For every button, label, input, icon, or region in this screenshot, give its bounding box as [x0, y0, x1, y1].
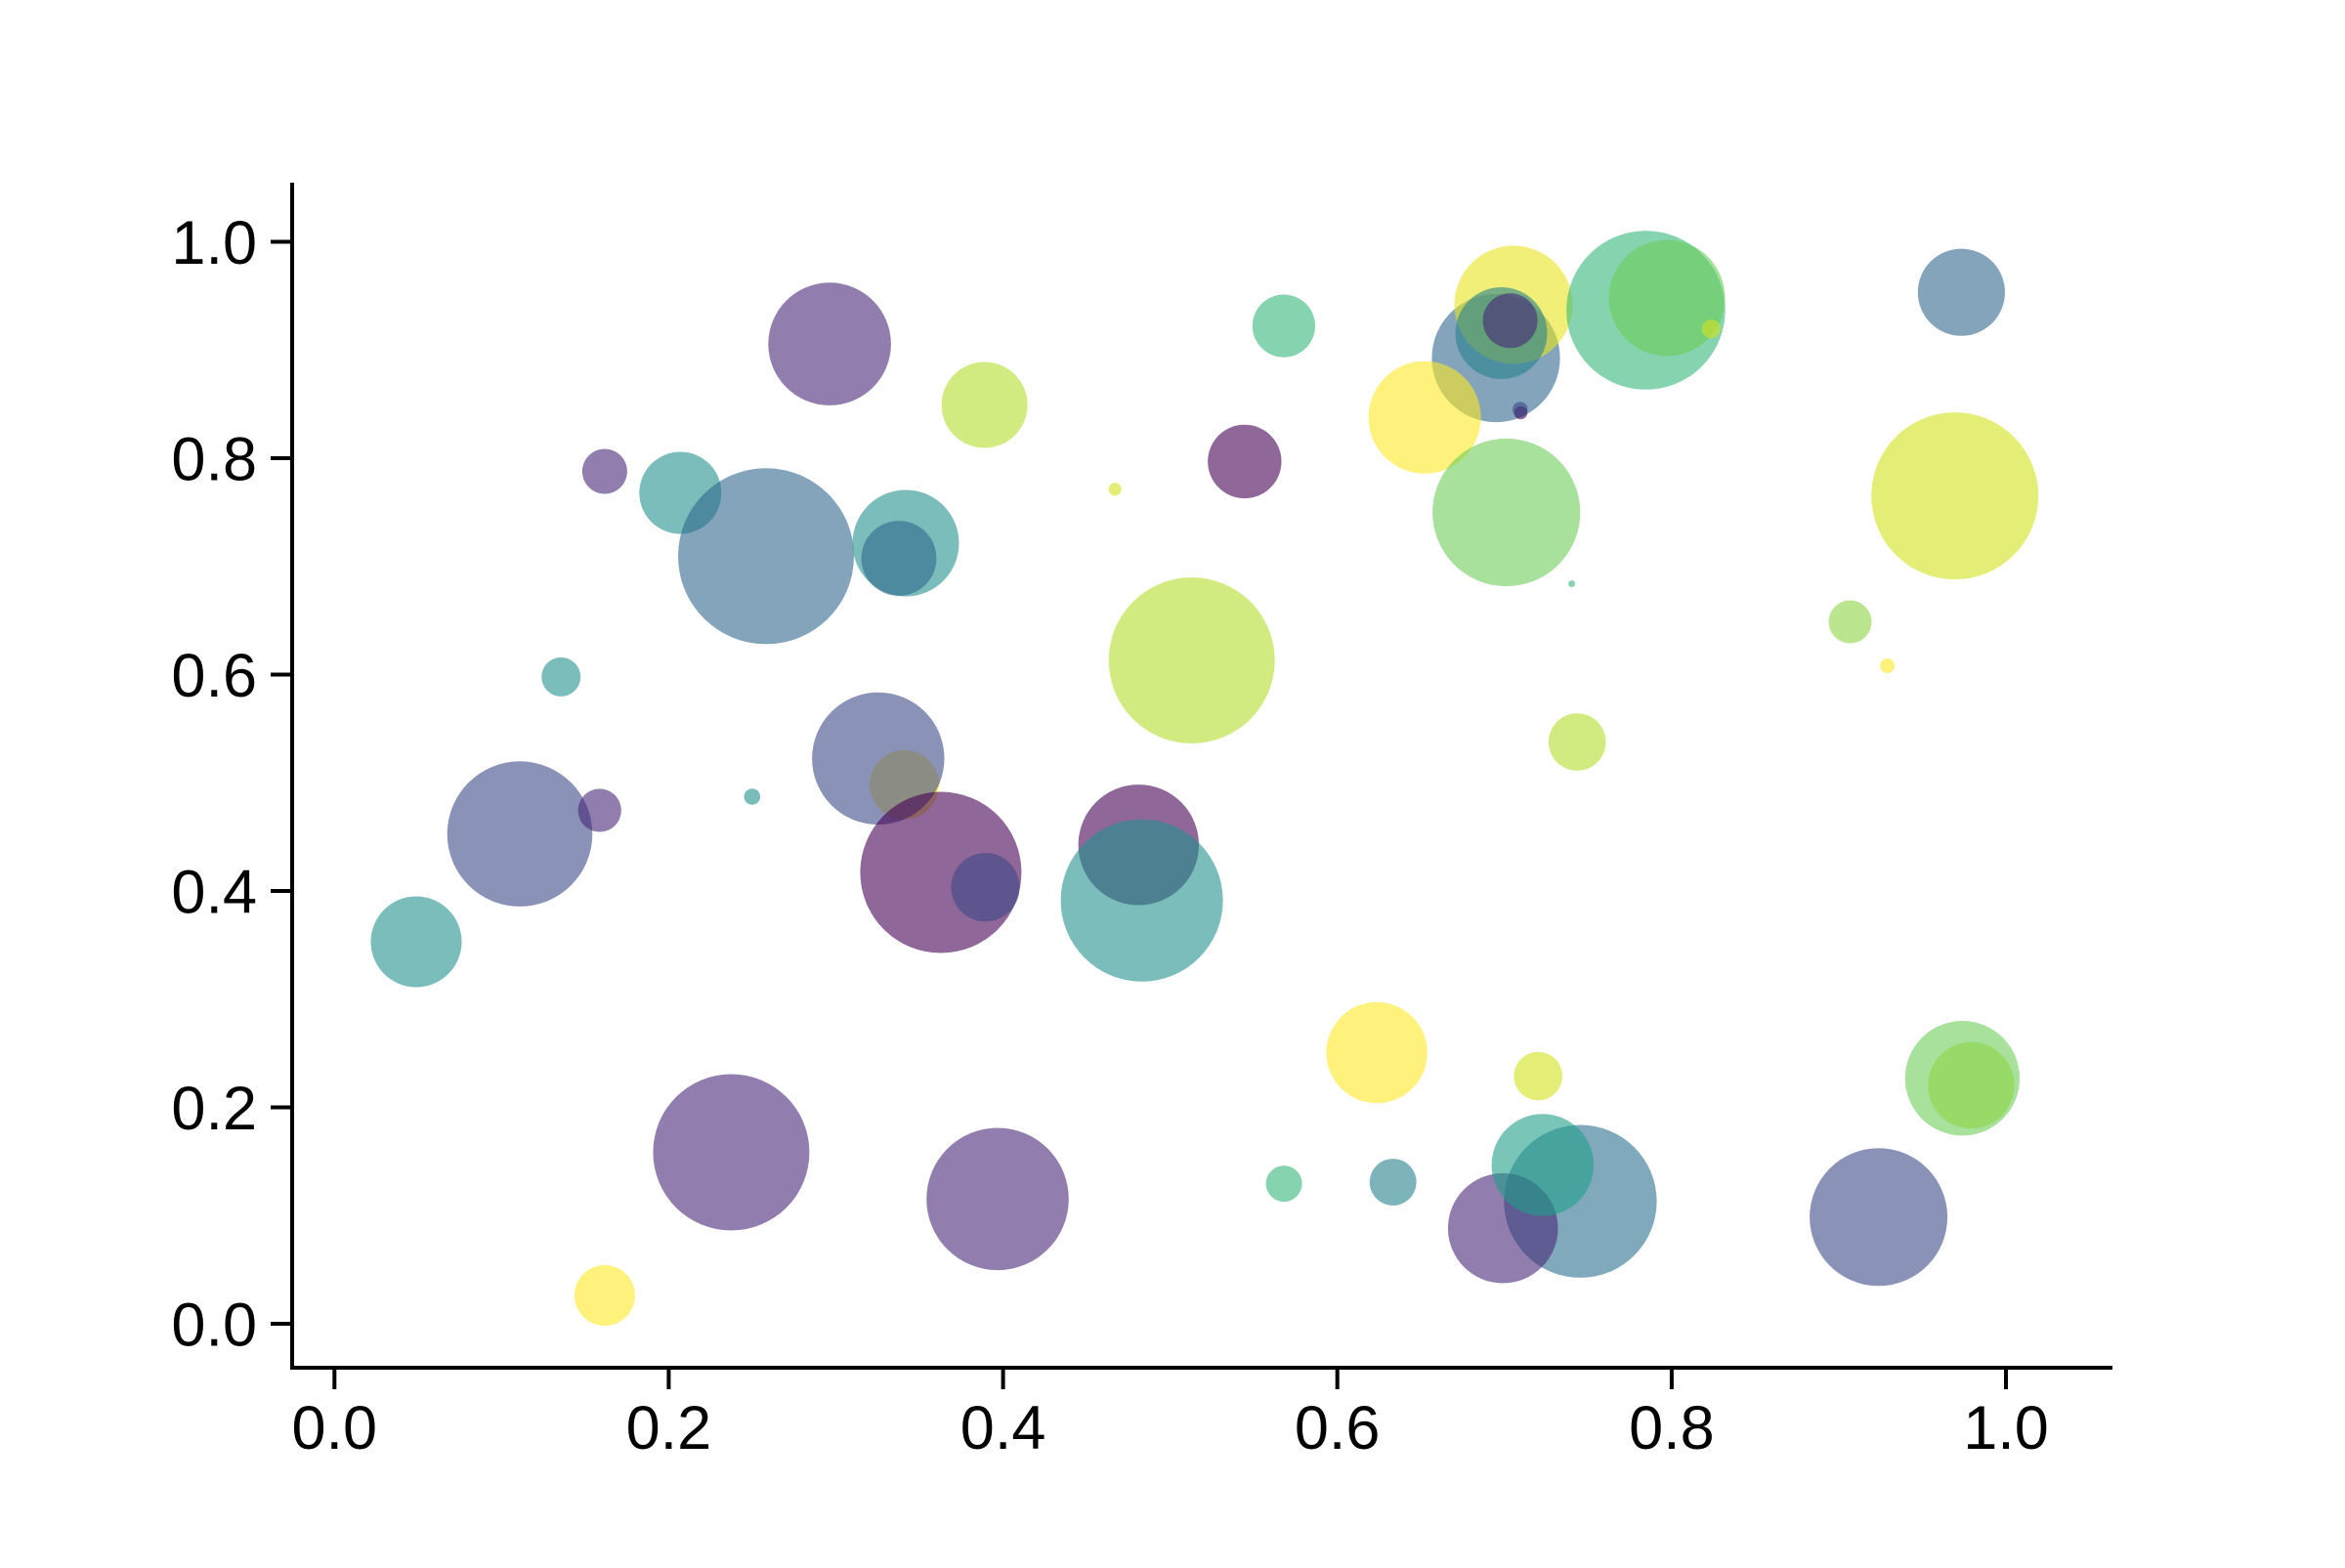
svg-text:0.2: 0.2 [626, 1394, 712, 1462]
svg-text:0.4: 0.4 [171, 859, 257, 927]
svg-text:0.8: 0.8 [171, 426, 257, 494]
svg-text:0.6: 0.6 [171, 642, 257, 710]
svg-text:0.8: 0.8 [1629, 1394, 1715, 1462]
svg-text:0.0: 0.0 [171, 1292, 257, 1360]
svg-text:0.6: 0.6 [1295, 1394, 1381, 1462]
svg-text:0.4: 0.4 [960, 1394, 1046, 1462]
svg-text:1.0: 1.0 [1963, 1394, 2049, 1462]
svg-text:0.0: 0.0 [292, 1394, 378, 1462]
svg-text:0.2: 0.2 [171, 1075, 257, 1143]
svg-text:1.0: 1.0 [171, 209, 257, 277]
